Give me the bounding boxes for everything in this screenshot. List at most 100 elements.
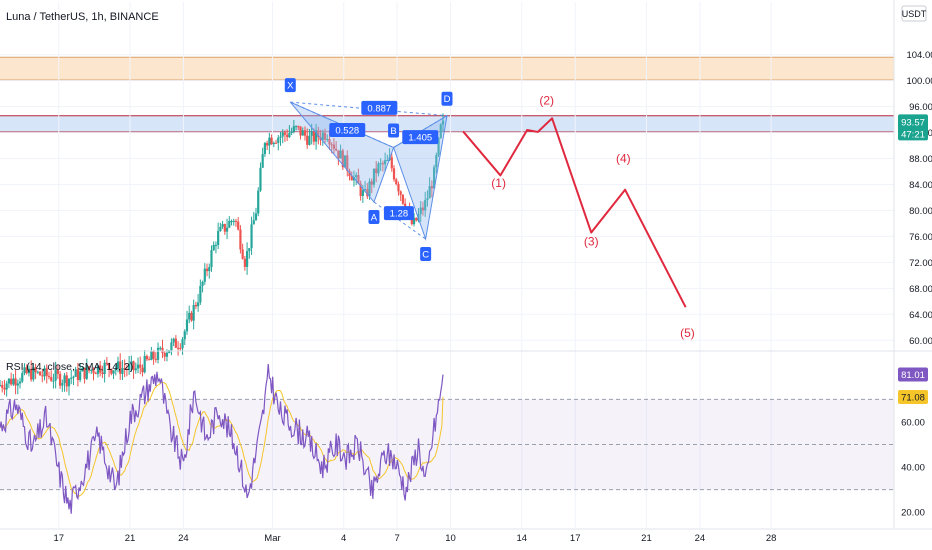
candle-body [56, 370, 59, 374]
candle-body [14, 378, 17, 386]
sma-value-badge[interactable] [898, 389, 928, 404]
pattern-ratio-label-box[interactable] [329, 122, 366, 137]
candle-body [67, 378, 71, 387]
candle-body [7, 378, 11, 384]
pattern-point-b[interactable]: B [390, 126, 396, 137]
candle-body [303, 130, 307, 136]
candle-body [288, 133, 291, 138]
pattern-ratio-label[interactable]: 1.405 [408, 133, 432, 144]
candle-body [197, 302, 200, 307]
pattern-point-c[interactable]: C [422, 250, 429, 261]
pattern-ratio-label-box[interactable] [383, 206, 414, 221]
candle-body [337, 150, 340, 159]
harmonic-pattern[interactable]: X A B C D 0.887 0.528 1.405 1.28 [284, 78, 453, 262]
candle-body [290, 131, 293, 134]
rsi-tick-label: 20.00 [901, 508, 925, 519]
time-tick-label: Mar [264, 533, 280, 544]
last-price-value[interactable]: 93.57 [901, 117, 925, 128]
currency-label: USDT [902, 9, 927, 19]
pattern-point-d[interactable]: D [444, 94, 451, 105]
pattern-point-x[interactable]: X [287, 81, 294, 92]
candle-body [94, 373, 97, 375]
pattern-ratio-label[interactable]: 0.887 [367, 103, 391, 114]
time-tick-label: 24 [178, 533, 189, 544]
candle-body [366, 189, 369, 197]
wave-projection[interactable]: (1) (2) (3) (4) (5) [462, 94, 695, 340]
pattern-point-a[interactable]: A [371, 213, 378, 224]
candle-body [439, 124, 442, 138]
candle-body [132, 361, 135, 371]
pattern-point-b-box[interactable] [388, 123, 400, 138]
candle-body [159, 347, 162, 349]
wave-label[interactable]: (3) [584, 235, 599, 249]
time-tick-label: 7 [394, 533, 399, 544]
candle-body [419, 207, 422, 215]
pattern-point-x-box[interactable] [284, 78, 296, 93]
wave-label[interactable]: (4) [616, 151, 631, 165]
candle-body [392, 168, 396, 180]
candle-body [368, 181, 371, 197]
pattern-point-a-box[interactable] [368, 210, 380, 225]
pattern-ratio-label[interactable]: 1.28 [390, 209, 409, 220]
pattern-ratio-label[interactable]: 0.528 [335, 125, 359, 136]
price-tick-label: 84.00 [909, 180, 932, 191]
candle-body [237, 221, 240, 230]
rsi-value-label[interactable]: 81.01 [901, 370, 925, 381]
candle-body [415, 217, 418, 221]
resistance-zone [0, 57, 894, 81]
wave-path[interactable] [462, 117, 687, 308]
bar-countdown[interactable]: 47:21 [901, 129, 925, 140]
time-tick-label: 4 [341, 533, 346, 544]
candle-body [99, 365, 102, 373]
pattern-ratio-label-box[interactable] [361, 100, 398, 115]
candle-body [54, 370, 57, 381]
candle-body [399, 191, 402, 195]
candle-body [241, 249, 244, 259]
candle-body [10, 378, 13, 385]
price-tick-label: 72.00 [909, 258, 932, 269]
candle-body [221, 224, 224, 227]
candle-body [315, 130, 318, 142]
candle-body [254, 213, 258, 221]
pattern-point-d-box[interactable] [441, 91, 453, 106]
wave-label[interactable]: (5) [680, 326, 695, 340]
candle-body [3, 387, 6, 390]
sma-value-label[interactable]: 71.08 [901, 392, 925, 403]
candle-body [381, 163, 384, 165]
wave-label[interactable]: (1) [491, 176, 506, 190]
candle-body [76, 369, 80, 381]
rsi-legend[interactable]: RSI (14, close, SMA, 14, 2) [6, 361, 133, 373]
candle-body [114, 368, 117, 371]
candle-body [150, 351, 153, 360]
time-tick-label: 17 [570, 533, 581, 544]
candle-body [96, 365, 100, 374]
candle-body [330, 144, 333, 146]
current-zone [0, 115, 894, 132]
candle-body [395, 179, 398, 185]
last-price-badge[interactable] [898, 114, 928, 141]
time-tick-label: 17 [53, 533, 64, 544]
candle-body [61, 383, 64, 386]
rsi-value-badge[interactable] [898, 367, 928, 382]
candle-body [297, 126, 300, 128]
candle-body [30, 368, 33, 380]
symbol-title[interactable]: Luna / TetherUS, 1h, BINANCE [6, 11, 159, 23]
wave-label[interactable]: (2) [539, 94, 554, 108]
currency-badge[interactable] [901, 5, 927, 22]
candle-body [312, 131, 315, 142]
pattern-point-c-box[interactable] [420, 247, 432, 262]
candle-body [183, 331, 186, 340]
candle-body [263, 143, 267, 155]
candle-body [190, 312, 193, 321]
candle-body [145, 355, 149, 360]
candle-body [192, 304, 195, 321]
candle-body [72, 376, 75, 378]
candle-body [223, 224, 226, 232]
rsi-tick-label: 40.00 [901, 463, 925, 474]
pattern-ratio-label-box[interactable] [402, 130, 439, 145]
candle-body [36, 371, 39, 373]
rsi-line [0, 364, 444, 514]
candle-body [105, 362, 108, 364]
price-tick-label: 80.00 [909, 206, 932, 217]
